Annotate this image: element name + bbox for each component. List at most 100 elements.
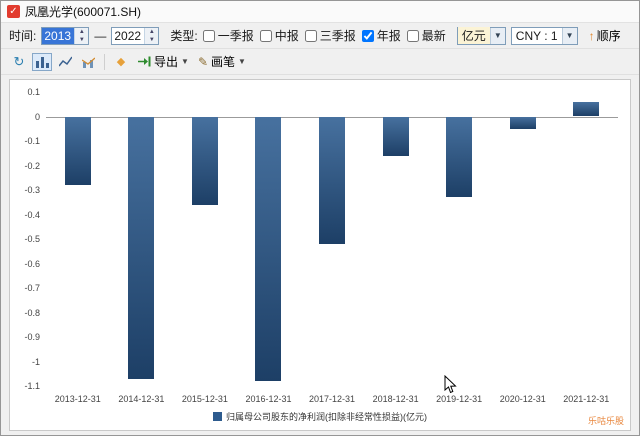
diamond-icon: ◆ bbox=[116, 56, 126, 68]
legend-label: 归属母公司股东的净利润(扣除非经常性损益)(亿元) bbox=[226, 412, 427, 422]
checkbox-interim-report[interactable]: 中报 bbox=[259, 27, 299, 44]
x-tick-label: 2016-12-31 bbox=[245, 394, 292, 404]
y-tick-label: -0.8 bbox=[24, 307, 40, 318]
toolbar-separator bbox=[104, 53, 105, 70]
report-type-checkboxes: 一季报 中报 三季报 年报 最新 bbox=[202, 27, 452, 44]
checkbox-input-annual-report[interactable] bbox=[361, 29, 374, 42]
bar-slot bbox=[491, 92, 555, 386]
checkbox-annual-report[interactable]: 年报 bbox=[361, 27, 401, 44]
year-from-spin-buttons: ▲ ▼ bbox=[74, 27, 89, 44]
brush-button[interactable]: ✎ 画笔 ▼ bbox=[195, 53, 249, 71]
bar bbox=[191, 116, 218, 205]
y-tick-label: -0.4 bbox=[24, 209, 40, 220]
year-to-spinner: 2022 ▲ ▼ bbox=[111, 26, 160, 45]
bar-slot bbox=[46, 92, 110, 386]
checkbox-label: 三季报 bbox=[319, 29, 356, 43]
bar-slot bbox=[300, 92, 364, 386]
y-tick-label: -1 bbox=[31, 356, 40, 367]
type-label: 类型: bbox=[170, 29, 198, 43]
legend-swatch bbox=[213, 412, 222, 421]
bars bbox=[46, 92, 618, 386]
range-dash: — bbox=[94, 28, 107, 43]
bar-slot bbox=[237, 92, 301, 386]
checkbox-input-interim-report[interactable] bbox=[259, 29, 272, 42]
bar-chart-button[interactable] bbox=[32, 52, 52, 71]
watermark: 乐咕乐股 bbox=[587, 416, 624, 426]
line-chart-icon bbox=[58, 56, 72, 66]
bar-slot bbox=[555, 92, 619, 386]
checkbox-label: 中报 bbox=[274, 29, 299, 43]
chart-area: 0.1 0 -0.1 -0.2 -0.3 -0.4 -0.5 -0.6 -0.7 -0.8 -0.9… bbox=[9, 79, 631, 431]
x-tick-label: 2015-12-31 bbox=[181, 394, 228, 404]
checkbox-input-q1-report[interactable] bbox=[202, 29, 215, 42]
line-chart-button[interactable] bbox=[55, 53, 75, 71]
bar bbox=[319, 116, 346, 244]
chevron-down-icon[interactable]: ▼ bbox=[238, 57, 246, 66]
checkbox-label: 年报 bbox=[376, 29, 401, 43]
bar-slot bbox=[427, 92, 491, 386]
brush-button-label: 画笔 bbox=[211, 55, 236, 69]
x-tick-label: 2018-12-31 bbox=[372, 394, 419, 404]
titlebar: ✓ 凤凰光学(600071.SH) bbox=[1, 1, 639, 23]
bar bbox=[128, 116, 155, 379]
y-tick-label: -0.7 bbox=[24, 283, 40, 293]
arrow-up-icon: ↑ bbox=[588, 28, 595, 43]
spin-up-icon[interactable]: ▲ bbox=[75, 27, 89, 36]
bar-slot bbox=[110, 92, 174, 386]
export-icon bbox=[138, 56, 151, 67]
checked-checkbox-icon: ✓ bbox=[7, 5, 20, 18]
order-button-label: 顺序 bbox=[596, 29, 621, 43]
spin-down-icon[interactable]: ▼ bbox=[145, 35, 159, 44]
year-from-input[interactable]: 2013 bbox=[42, 27, 75, 44]
refresh-button[interactable]: ↻ bbox=[9, 53, 29, 71]
currency-select[interactable]: CNY : 1 ▼ bbox=[510, 26, 578, 45]
y-tick-label: -0.2 bbox=[24, 160, 40, 171]
y-tick-label: -1.1 bbox=[24, 381, 40, 391]
export-button[interactable]: 导出 ▼ bbox=[134, 53, 192, 71]
spin-up-icon[interactable]: ▲ bbox=[145, 27, 159, 36]
year-from-spinner: 2013 ▲ ▼ bbox=[41, 26, 90, 45]
year-to-input[interactable]: 2022 bbox=[114, 28, 142, 43]
export-button-label: 导出 bbox=[154, 55, 179, 69]
bar bbox=[382, 116, 409, 156]
bar-slot bbox=[364, 92, 428, 386]
chevron-down-icon[interactable]: ▼ bbox=[489, 27, 505, 44]
x-tick-label: 2017-12-31 bbox=[309, 394, 356, 404]
currency-select-value: CNY : 1 bbox=[515, 28, 558, 43]
filter-toolbar: 时间: 2013 ▲ ▼ — 2022 ▲ ▼ 类型: 一季报 中报 三季报 年报 最新… bbox=[1, 23, 639, 49]
chevron-down-icon[interactable]: ▼ bbox=[561, 27, 577, 44]
chart-legend: 归属母公司股东的净利润(扣除非经常性损益)(亿元) bbox=[10, 410, 630, 423]
plot-area: 0.1 0 -0.1 -0.2 -0.3 -0.4 -0.5 -0.6 -0.7 -0.8 -0.9… bbox=[24, 87, 618, 391]
y-tick-label: -0.1 bbox=[24, 136, 40, 146]
x-labels: 2013-12-31 2014-12-31 2015-12-31 2016-12-31… bbox=[46, 394, 618, 404]
order-button[interactable]: ↑ 顺序 bbox=[589, 27, 621, 44]
checkbox-latest[interactable]: 最新 bbox=[406, 27, 446, 44]
checkbox-input-latest[interactable] bbox=[406, 29, 419, 42]
checkbox-input-q3-report[interactable] bbox=[304, 29, 317, 42]
x-tick-label: 2019-12-31 bbox=[436, 394, 483, 404]
time-label: 时间: bbox=[9, 29, 37, 43]
combo-chart-icon bbox=[81, 57, 95, 68]
unit-select[interactable]: 亿元 ▼ bbox=[456, 26, 506, 45]
checkbox-q3-report[interactable]: 三季报 bbox=[304, 27, 356, 44]
y-tick-label: -0.6 bbox=[24, 258, 40, 269]
refresh-icon: ↻ bbox=[13, 54, 25, 69]
bar bbox=[573, 101, 600, 117]
y-tick-label: 0 bbox=[34, 111, 40, 122]
spin-down-icon[interactable]: ▼ bbox=[75, 35, 89, 44]
bar-chart-icon bbox=[35, 56, 49, 68]
chart-toolbar: ↻ ◆ bbox=[1, 49, 639, 75]
x-tick-label: 2014-12-31 bbox=[118, 394, 165, 404]
year-to-spin-buttons: ▲ ▼ bbox=[144, 27, 159, 44]
combo-chart-button[interactable] bbox=[78, 53, 98, 71]
bar bbox=[64, 116, 91, 186]
marker-tool-button[interactable]: ◆ bbox=[111, 53, 131, 71]
y-tick-label: 0.1 bbox=[27, 87, 40, 97]
unit-select-value: 亿元 bbox=[457, 27, 490, 44]
y-tick-label: -0.5 bbox=[24, 234, 40, 244]
chevron-down-icon[interactable]: ▼ bbox=[181, 57, 189, 66]
y-tick-label: -0.9 bbox=[24, 332, 40, 342]
x-tick-label: 2021-12-31 bbox=[563, 394, 610, 404]
checkbox-q1-report[interactable]: 一季报 bbox=[202, 27, 254, 44]
